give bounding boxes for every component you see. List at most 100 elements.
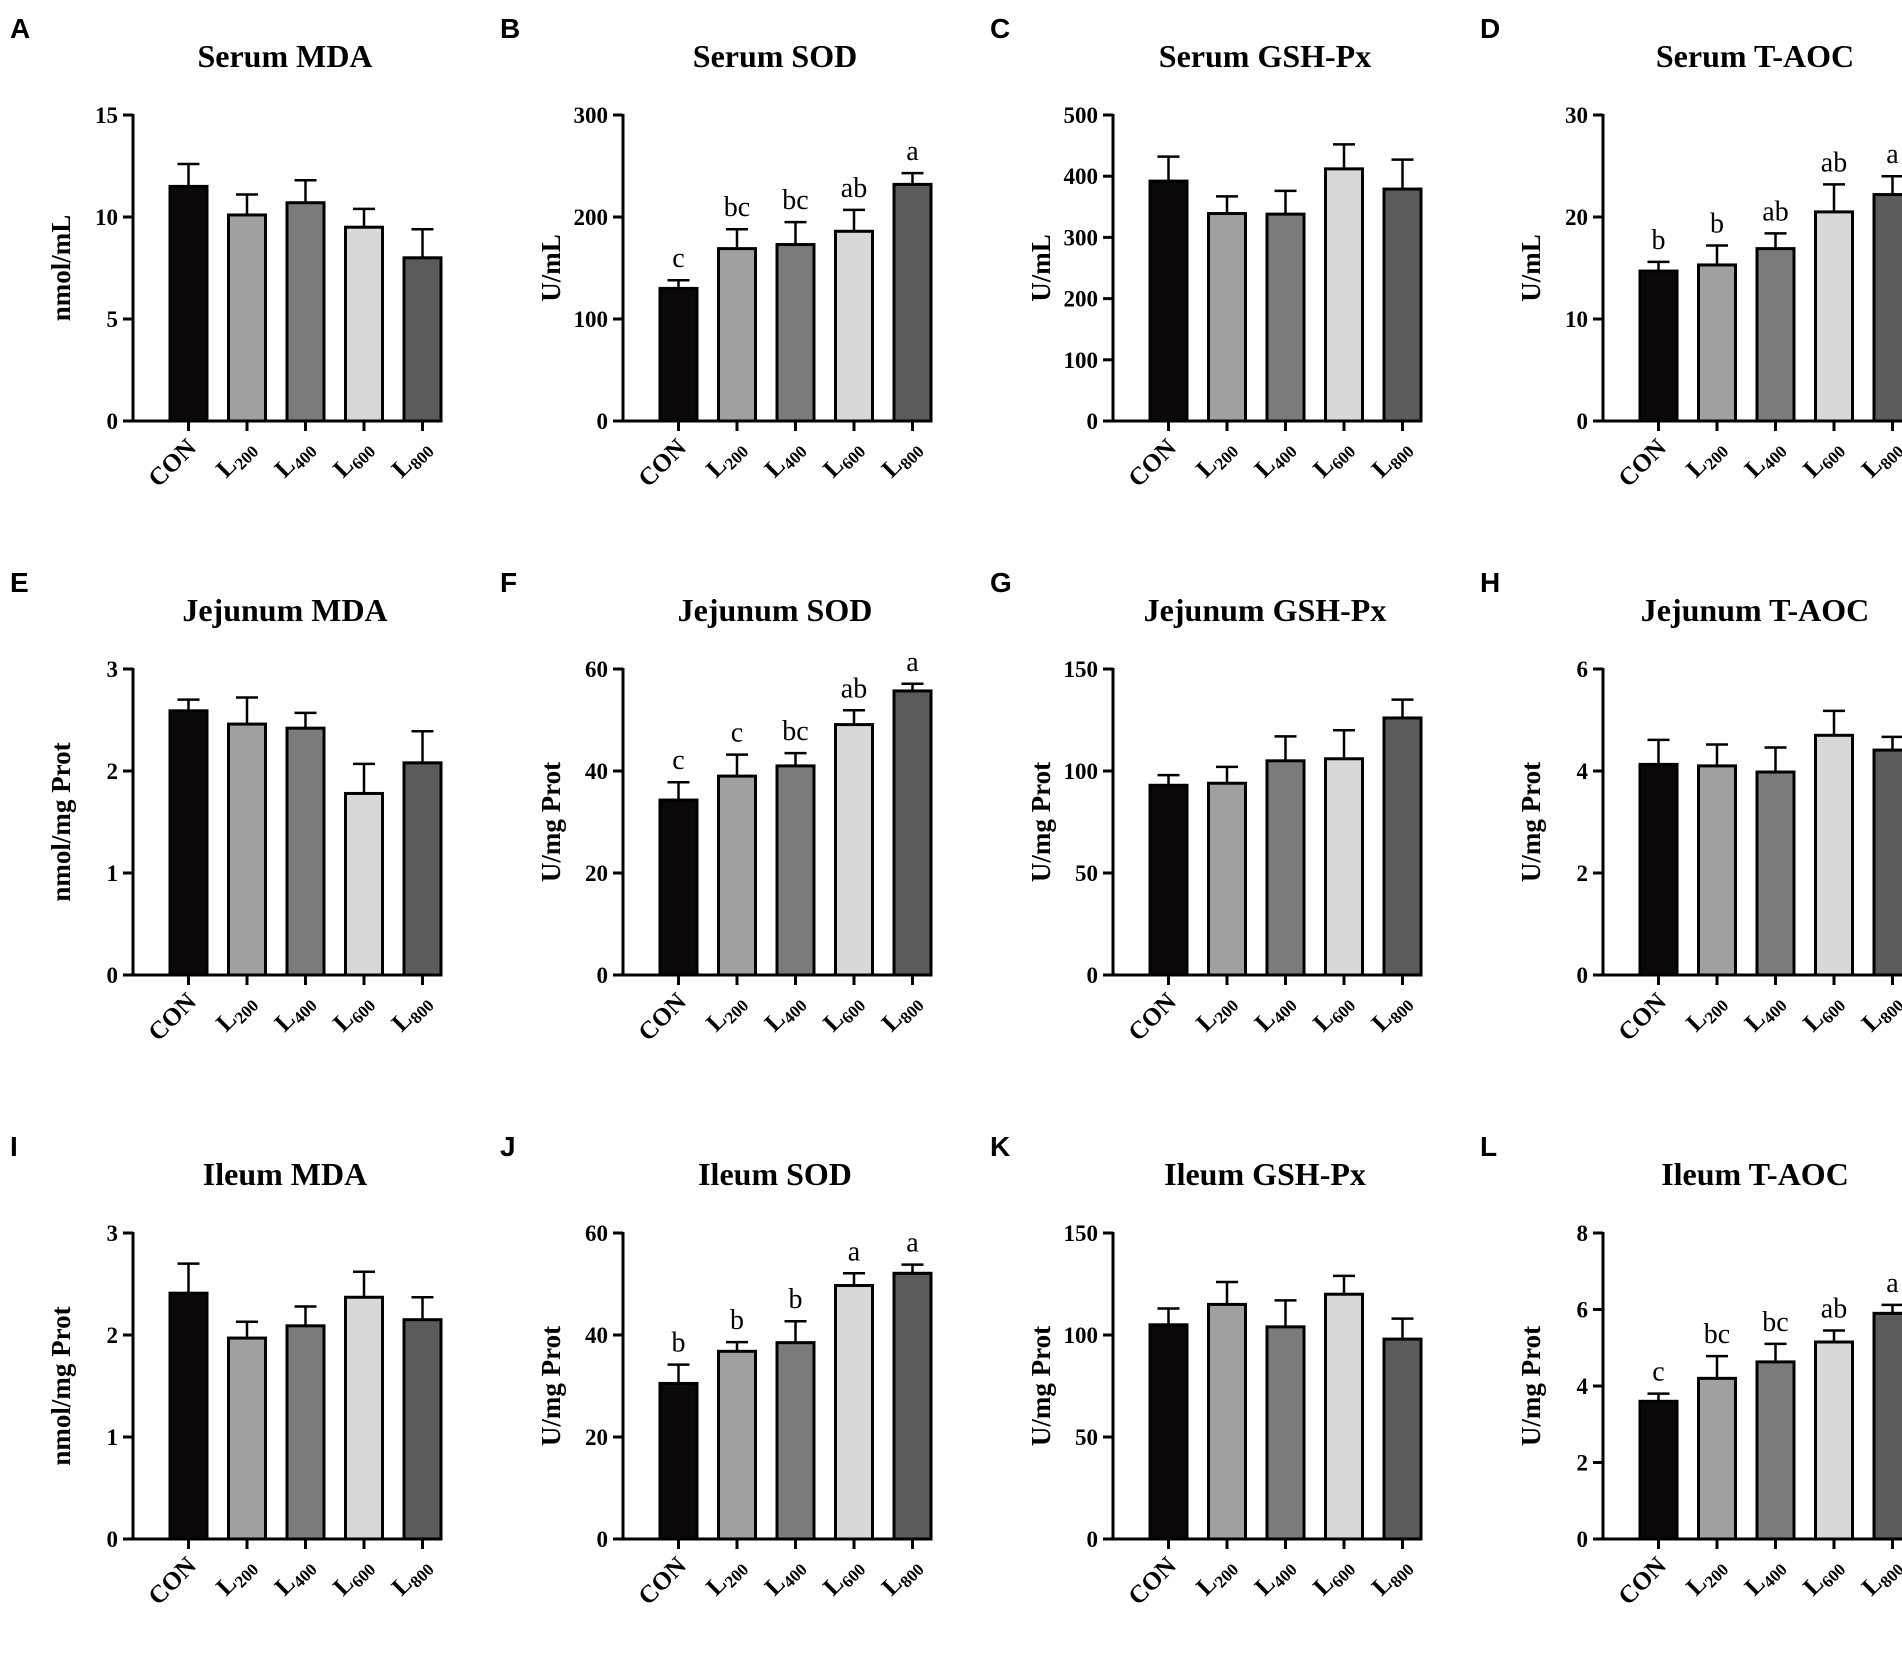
chart-title: Serum T-AOC [1656,38,1854,74]
significance-label: bc [1704,1319,1730,1350]
category-main: CON [1123,434,1181,492]
chart-panel-d: D Serum T-AOC U/mL 0 10 20 30 b CON b L200 ab L400 ab… [1470,0,1902,540]
x-tick-label: CON [1613,988,1671,1046]
x-tick-label: L200 [211,988,262,1039]
y-tick-label: 1 [107,861,119,886]
significance-label: ab [1762,196,1788,227]
y-tick-label: 6 [1577,657,1589,682]
bar-l600 [1324,167,1364,423]
bar-l600 [1814,210,1854,423]
bar-chart-svg: J Ileum SOD U/mg Prot 0 20 40 60 b CON b L200 b L400… [500,1131,933,1611]
significance-label: c [1652,1357,1664,1388]
bar-l600 [344,791,384,977]
bar-l600 [1814,1340,1854,1541]
category-main: CON [633,988,691,1046]
bar-l200 [1697,1376,1737,1541]
bar-l400 [1755,247,1796,423]
bar-l800 [1382,187,1423,423]
x-tick-label: L200 [1681,988,1732,1039]
chart-panel-c: C Serum GSH-Px U/mL 0 100 200 300 400 500 CON L200… [980,0,1455,540]
y-tick-label: 20 [585,1425,608,1450]
significance-label: a [1886,1268,1899,1299]
category-main: CON [1613,1552,1671,1610]
significance-label: bc [1762,1307,1788,1338]
x-tick-label: L800 [1367,434,1418,485]
y-tick-label: 60 [585,1221,608,1246]
y-axis-label: U/mg Prot [536,762,566,882]
x-tick-label: CON [1613,1552,1671,1610]
y-tick-label: 50 [1075,861,1098,886]
y-tick-label: 0 [1087,1527,1099,1552]
y-tick-label: 10 [1565,307,1588,332]
bar-con [168,184,209,423]
bar-con [168,1291,209,1541]
significance-label: b [1652,225,1666,256]
category-main: CON [633,1552,691,1610]
x-tick-label: L800 [877,1552,928,1603]
x-tick-label: CON [1123,434,1181,492]
x-tick-label: L200 [1191,988,1242,1039]
y-axis-label: nmol/mg Prot [46,742,76,901]
x-tick-label: L400 [760,988,811,1039]
x-tick-label: L400 [1740,988,1791,1039]
panel-letter: B [500,13,520,44]
significance-label: bc [782,185,808,216]
y-axis-label: U/mL [1026,234,1056,302]
chart-panel-e: E Jejunum MDA nmol/mg Prot 0 1 2 3 CON L200 L400 L… [0,554,475,1094]
panel-letter: I [10,1131,18,1162]
significance-label: ab [841,173,867,204]
x-tick-label: L200 [211,434,262,485]
bar-l400 [1265,1325,1306,1541]
x-tick-label: L400 [270,434,321,485]
significance-label: ab [1821,1294,1847,1325]
bar-l400 [775,1341,816,1541]
bar-chart-svg: A Serum MDA nmol/mL 0 5 10 15 CON L200 L400 L600 L8… [10,13,443,493]
bar-l400 [285,1324,326,1541]
chart-title: Ileum T-AOC [1661,1156,1849,1192]
panel-letter: K [990,1131,1010,1162]
bar-l400 [285,201,326,423]
y-axis-label: U/mg Prot [1516,762,1546,882]
y-tick-label: 3 [107,1221,119,1246]
x-tick-label: CON [143,1552,201,1610]
bar-l200 [1207,781,1247,977]
bar-l400 [1755,1360,1796,1541]
y-tick-label: 100 [574,307,609,332]
x-tick-label: L600 [1798,988,1849,1039]
y-tick-label: 2 [107,1323,119,1348]
x-tick-label: L200 [1681,1552,1732,1603]
significance-label: b [1710,209,1724,240]
chart-title: Jejunum T-AOC [1641,592,1870,628]
category-main: CON [143,988,201,1046]
chart-title: Serum MDA [197,38,372,74]
x-tick-label: L600 [1308,988,1359,1039]
panel-letter: L [1480,1131,1497,1162]
x-tick-label: CON [633,988,691,1046]
category-main: CON [143,434,201,492]
x-tick-label: L400 [1250,1552,1301,1603]
y-axis-label: nmol/mL [46,215,76,322]
y-tick-label: 300 [574,103,609,128]
x-tick-label: CON [1123,1552,1181,1610]
x-tick-label: L600 [328,1552,379,1603]
bar-chart-svg: F Jejunum SOD U/mg Prot 0 20 40 60 c CON c L200 bc L… [500,567,933,1047]
y-tick-label: 0 [597,963,609,988]
y-axis-label: U/mg Prot [1026,762,1056,882]
panel-letter: G [990,567,1012,598]
chart-panel-f: F Jejunum SOD U/mg Prot 0 20 40 60 c CON c L200 bc L… [490,554,965,1094]
y-tick-label: 3 [107,657,119,682]
y-tick-label: 200 [574,205,609,230]
bar-l800 [402,256,443,423]
bar-l800 [892,182,933,423]
bar-con [1638,762,1679,977]
x-tick-label: L600 [1798,1552,1849,1603]
significance-label: ab [841,673,867,704]
panel-letter: J [500,1131,516,1162]
bar-con [1638,1399,1679,1541]
y-tick-label: 2 [1577,1451,1589,1476]
chart-panel-g: G Jejunum GSH-Px U/mg Prot 0 50 100 150 CON L200… [980,554,1455,1094]
x-tick-label: L800 [1857,988,1902,1039]
significance-label: a [1886,139,1899,170]
y-tick-label: 100 [1064,348,1099,373]
bar-l200 [227,213,267,423]
